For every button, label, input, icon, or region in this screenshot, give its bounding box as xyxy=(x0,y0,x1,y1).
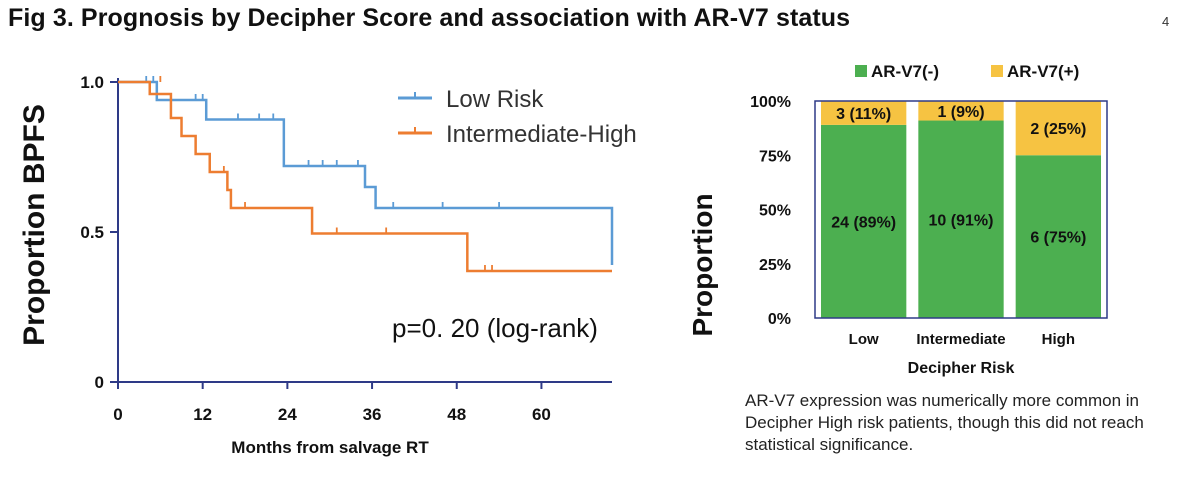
km-plot-area: 0 0.5 1.0 0 12 24 36 48 60 xyxy=(80,73,614,424)
bar-legend-swatch-arv7-neg xyxy=(855,65,867,77)
km-y-tick-label: 0.5 xyxy=(80,223,104,242)
km-x-tick-label: 12 xyxy=(193,405,212,424)
km-curve-intermediate-high xyxy=(118,80,612,273)
bar-y-tick-label: 25% xyxy=(759,257,791,274)
km-chart: Proportion BPFS 0 0.5 1.0 0 12 24 36 48 60 Month… xyxy=(18,73,637,457)
km-xlabel: Months from salvage RT xyxy=(231,438,429,457)
km-legend-item-low-risk: Low Risk xyxy=(398,86,544,113)
bar-category-label: High xyxy=(1042,331,1075,348)
bar-segment-ar-v7 xyxy=(918,120,1004,318)
bar-legend-item-arv7-neg: AR-V7(-) xyxy=(855,62,939,81)
bar-legend-item-arv7-pos: AR-V7(+) xyxy=(991,62,1079,81)
bar-legend-swatch-arv7-pos xyxy=(991,65,1003,77)
bar-category-label: Intermediate xyxy=(916,331,1005,348)
bar-y-tick-label: 50% xyxy=(759,203,791,220)
km-legend-label-intermediate-high: Intermediate-High xyxy=(446,121,637,148)
bar-data-label: 3 (11%) xyxy=(836,106,891,123)
km-legend: Low Risk Intermediate-High xyxy=(398,86,637,148)
page-number: 4 xyxy=(1162,14,1170,29)
bar-plot-frame xyxy=(814,100,1108,319)
bar-y-tick-label: 0% xyxy=(768,311,791,328)
bar-segment-ar-v7 xyxy=(821,124,907,319)
bar-data-label: 6 (75%) xyxy=(1030,230,1086,247)
bar-data-label: 2 (25%) xyxy=(1030,121,1086,138)
km-legend-item-intermediate-high: Intermediate-High xyxy=(398,121,637,148)
bar-data-label: 1 (9%) xyxy=(937,104,984,121)
bar-legend-label-arv7-pos: AR-V7(+) xyxy=(1007,62,1079,81)
km-x-tick-label: 0 xyxy=(113,405,122,424)
bar-data-label: 24 (89%) xyxy=(831,214,896,231)
km-legend-label-low-risk: Low Risk xyxy=(446,86,544,113)
bar-xlabel: Decipher Risk xyxy=(908,360,1015,377)
bar-data-label: 10 (91%) xyxy=(929,212,994,229)
km-ylabel: Proportion BPFS xyxy=(18,104,51,346)
bar-ylabel: Proportion xyxy=(687,193,718,336)
bar-plot-area: 0% 25% 50% 75% 100% 24 (89%) 3 (11%) Low 10 (91%… xyxy=(750,94,1108,348)
km-x-tick-label: 24 xyxy=(278,405,297,424)
km-y-tick-label: 0 xyxy=(95,373,104,392)
bar-legend-label-arv7-neg: AR-V7(-) xyxy=(871,62,939,81)
bar-y-tick-label: 75% xyxy=(759,148,791,165)
bar-segment-ar-v7 xyxy=(1015,155,1101,318)
km-x-tick-label: 60 xyxy=(532,405,551,424)
bar-segment-ar-v7 xyxy=(821,101,907,125)
bar-segment-ar-v7 xyxy=(918,101,1004,121)
km-y-tick-label: 1.0 xyxy=(80,73,104,92)
km-x-tick-label: 36 xyxy=(363,405,382,424)
km-x-tick-label: 48 xyxy=(447,405,466,424)
bar-segment-ar-v7 xyxy=(1015,101,1101,156)
page-title: Fig 3. Prognosis by Decipher Score and a… xyxy=(8,4,851,32)
bar-chart: AR-V7(-) AR-V7(+) Proportion 0% 25% 50% 75%… xyxy=(687,62,1108,377)
caption: AR-V7 expression was numerically more co… xyxy=(745,391,1144,454)
bar-y-tick-label: 100% xyxy=(750,94,791,111)
km-curve-low-risk xyxy=(118,80,614,265)
km-annotation: p=0. 20 (log-rank) xyxy=(392,313,598,343)
bar-legend: AR-V7(-) AR-V7(+) xyxy=(855,62,1079,81)
bar-category-label: Low xyxy=(849,331,879,348)
